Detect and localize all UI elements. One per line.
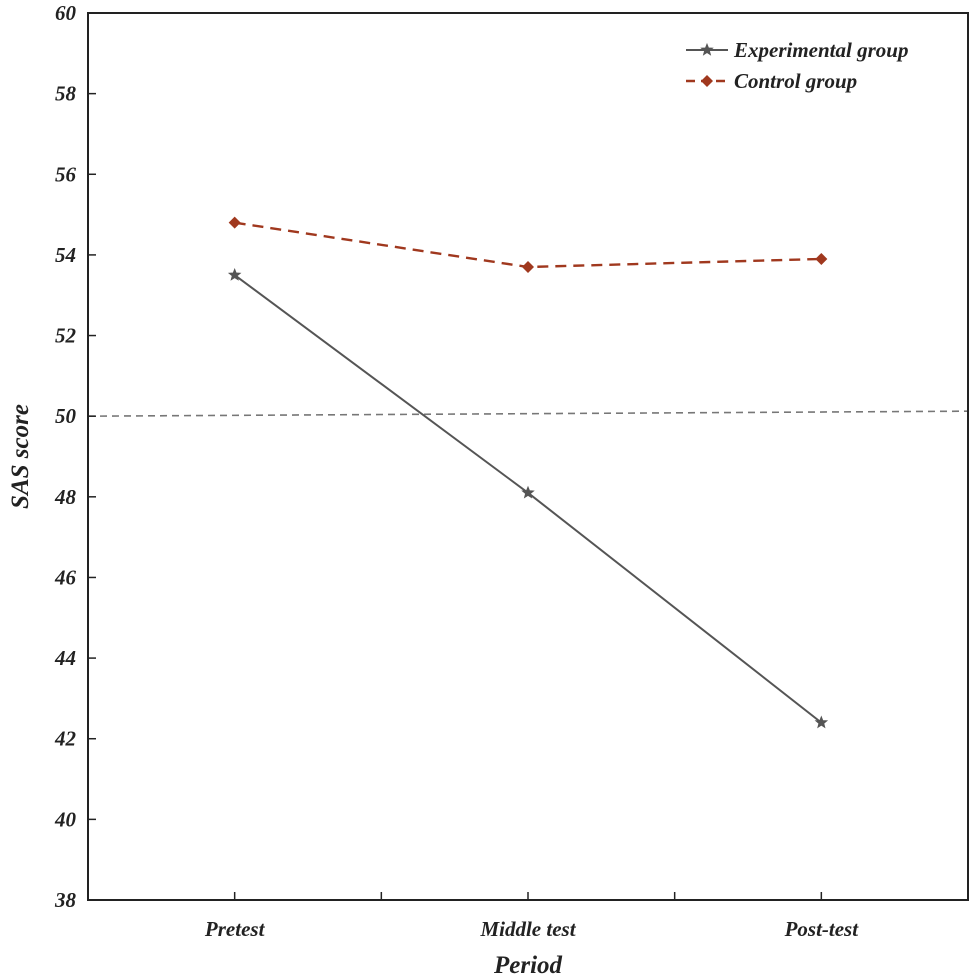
x-tick-label: Pretest <box>204 917 266 941</box>
y-tick-label: 58 <box>55 82 77 106</box>
y-tick-label: 38 <box>54 888 77 912</box>
series-layer <box>227 216 829 729</box>
y-tick-label: 46 <box>54 565 77 589</box>
y-tick-label: 40 <box>54 807 77 831</box>
series-control-group <box>228 216 828 274</box>
legend-label: Control group <box>734 69 857 93</box>
plot-frame <box>87 12 969 901</box>
y-tick-label: 42 <box>54 727 77 751</box>
axis-ticks <box>88 12 823 901</box>
reference-line-50 <box>87 410 969 417</box>
reference-line-layer <box>87 410 969 417</box>
data-point <box>814 715 829 729</box>
y-tick-label: 60 <box>55 1 77 25</box>
data-point <box>227 267 242 281</box>
series-experimental-group <box>227 267 829 729</box>
legend-item: Control group <box>686 69 857 93</box>
y-tick-label: 54 <box>55 243 76 267</box>
legend-item: Experimental group <box>686 38 908 62</box>
x-axis-title: Period <box>493 952 563 979</box>
legend-swatch-marker <box>700 42 714 56</box>
data-point <box>522 261 534 274</box>
y-tick-label: 52 <box>55 324 77 348</box>
y-tick-label: 56 <box>55 162 77 186</box>
legend-swatch-marker <box>701 75 713 87</box>
y-axis-title: SAS score <box>7 404 34 509</box>
series-line <box>234 221 822 269</box>
x-tick-label: Post-test <box>784 917 860 941</box>
x-axis-tick-labels: Pretest Middle test Post-test <box>204 917 859 941</box>
y-tick-label: 50 <box>55 404 77 428</box>
y-axis-tick-labels: 38 40 42 44 46 48 50 52 54 56 58 60 <box>54 1 77 912</box>
y-tick-label: 48 <box>54 485 77 509</box>
y-tick-label: 44 <box>54 646 76 670</box>
data-point <box>815 252 828 265</box>
data-point <box>228 216 241 229</box>
legend-label: Experimental group <box>733 38 908 62</box>
data-point <box>521 485 535 499</box>
x-tick-label: Middle test <box>479 917 576 941</box>
legend: Experimental group Control group <box>686 38 908 93</box>
series-line <box>234 274 822 724</box>
